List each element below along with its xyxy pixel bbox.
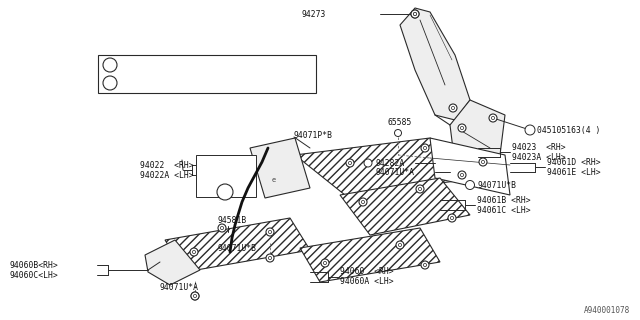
- Text: 94061B <RH>: 94061B <RH>: [477, 196, 531, 204]
- Circle shape: [191, 292, 199, 300]
- Text: 94581B: 94581B: [218, 215, 247, 225]
- Text: 65585: 65585: [388, 117, 412, 126]
- Circle shape: [424, 147, 427, 150]
- Circle shape: [323, 261, 326, 265]
- Polygon shape: [450, 100, 505, 170]
- Text: 94060A <LH>: 94060A <LH>: [340, 277, 394, 286]
- Circle shape: [451, 107, 454, 110]
- Circle shape: [492, 116, 495, 120]
- Polygon shape: [250, 138, 310, 198]
- Polygon shape: [145, 240, 200, 285]
- Circle shape: [449, 104, 457, 112]
- Text: <Only for vehicle: <Only for vehicle: [172, 60, 255, 68]
- Circle shape: [346, 159, 354, 167]
- Bar: [98, 55, 316, 93]
- Circle shape: [268, 256, 271, 260]
- Circle shape: [411, 10, 419, 18]
- Text: 94071U*B: 94071U*B: [218, 244, 257, 252]
- Circle shape: [413, 12, 417, 16]
- Text: 94071U*A: 94071U*A: [160, 284, 199, 292]
- Polygon shape: [165, 218, 310, 272]
- Circle shape: [268, 230, 271, 234]
- Circle shape: [193, 294, 196, 298]
- Text: 1: 1: [108, 60, 112, 69]
- Text: 94071U*A: 94071U*A: [375, 167, 414, 177]
- Circle shape: [359, 198, 367, 206]
- Circle shape: [413, 12, 417, 16]
- Circle shape: [191, 292, 199, 300]
- Circle shape: [458, 171, 466, 179]
- Circle shape: [193, 251, 196, 254]
- Circle shape: [218, 224, 226, 232]
- Circle shape: [321, 259, 329, 267]
- Circle shape: [416, 185, 424, 193]
- Text: with S-A/B>: with S-A/B>: [172, 78, 245, 87]
- Text: 94060B<RH>: 94060B<RH>: [10, 260, 59, 269]
- Polygon shape: [340, 178, 470, 235]
- Text: 94023  <RH>: 94023 <RH>: [512, 142, 566, 151]
- Text: 1: 1: [108, 78, 112, 87]
- Circle shape: [398, 244, 402, 247]
- Circle shape: [266, 228, 274, 236]
- Circle shape: [424, 263, 427, 267]
- Circle shape: [489, 114, 497, 122]
- Polygon shape: [430, 138, 510, 195]
- Text: 94282A: 94282A: [375, 158, 404, 167]
- Text: 94061E <LH>: 94061E <LH>: [547, 167, 600, 177]
- Polygon shape: [400, 8, 470, 120]
- Polygon shape: [295, 138, 480, 195]
- Circle shape: [458, 124, 466, 132]
- Text: 63511D<RH>: 63511D<RH>: [122, 60, 171, 68]
- Text: 94061D <RH>: 94061D <RH>: [547, 157, 600, 166]
- Text: 94071P*B: 94071P*B: [294, 131, 333, 140]
- Circle shape: [411, 10, 419, 18]
- Circle shape: [460, 173, 463, 177]
- Circle shape: [217, 184, 233, 200]
- Text: A940001078: A940001078: [584, 306, 630, 315]
- Text: 94060  <RH>: 94060 <RH>: [340, 268, 394, 276]
- Circle shape: [103, 76, 117, 90]
- Text: 94023A <LH>: 94023A <LH>: [512, 153, 566, 162]
- Circle shape: [481, 160, 484, 164]
- Polygon shape: [300, 228, 440, 282]
- Circle shape: [266, 254, 274, 262]
- Circle shape: [479, 158, 487, 166]
- Text: 94071U*B: 94071U*B: [477, 180, 516, 189]
- Text: 045105163(4 ): 045105163(4 ): [537, 125, 600, 134]
- Text: S: S: [529, 127, 532, 132]
- Text: 1: 1: [223, 188, 227, 196]
- Circle shape: [451, 216, 454, 220]
- Text: 94273: 94273: [302, 10, 326, 19]
- Text: 94022A <LH>: 94022A <LH>: [140, 171, 194, 180]
- Circle shape: [421, 144, 429, 152]
- Text: 63511E<LH>: 63511E<LH>: [122, 78, 171, 87]
- Circle shape: [103, 58, 117, 72]
- Circle shape: [394, 130, 401, 137]
- Circle shape: [190, 248, 198, 256]
- Text: 94061C <LH>: 94061C <LH>: [477, 205, 531, 214]
- Text: 94022  <RH>: 94022 <RH>: [140, 161, 194, 170]
- Circle shape: [364, 159, 372, 167]
- Bar: [196, 155, 256, 197]
- Circle shape: [348, 161, 351, 164]
- Circle shape: [460, 126, 463, 130]
- Circle shape: [396, 241, 404, 249]
- Circle shape: [525, 125, 535, 135]
- Circle shape: [419, 188, 422, 191]
- Circle shape: [465, 180, 474, 189]
- Circle shape: [421, 261, 429, 269]
- Circle shape: [220, 227, 223, 230]
- Text: e: e: [272, 177, 276, 183]
- Circle shape: [448, 214, 456, 222]
- Text: 94060C<LH>: 94060C<LH>: [10, 270, 59, 279]
- Circle shape: [362, 200, 365, 204]
